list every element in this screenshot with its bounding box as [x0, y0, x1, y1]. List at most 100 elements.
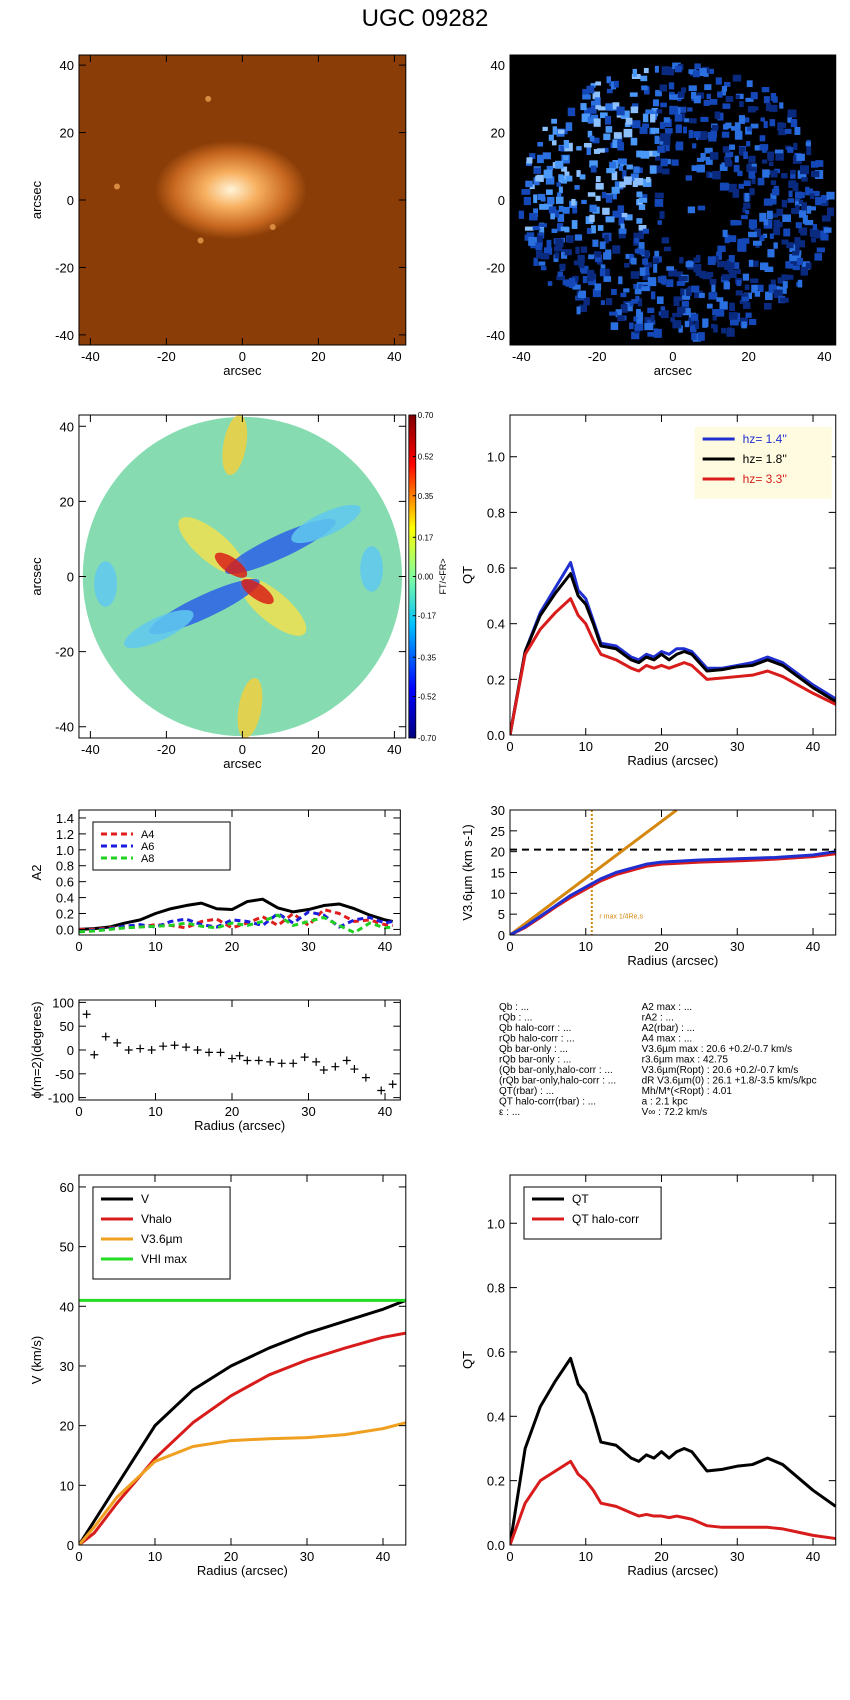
- image-pixel: [544, 203, 553, 210]
- image-pixel: [809, 228, 819, 238]
- image-pixel: [538, 261, 546, 266]
- image-pixel: [715, 77, 722, 85]
- image-pixel: [665, 128, 673, 134]
- image-pixel: [590, 100, 599, 109]
- image-pixel: [743, 151, 748, 160]
- image-pixel: [787, 147, 794, 153]
- figure-title: UGC 09282: [362, 5, 489, 32]
- y-tick-label: -20: [55, 260, 74, 275]
- image-pixel: [602, 147, 609, 153]
- image-pixel: [668, 269, 678, 277]
- image-pixel: [678, 325, 683, 333]
- image-pixel: [631, 120, 641, 129]
- y-tick-label: -100: [48, 1091, 74, 1106]
- image-pixel: [794, 191, 802, 199]
- image-pixel: [576, 306, 581, 315]
- image-pixel: [620, 223, 625, 231]
- image-pixel: [794, 126, 801, 135]
- image-pixel: [611, 288, 617, 295]
- axes-frame: [509, 809, 837, 936]
- image-pixel: [618, 228, 627, 234]
- image-pixel: [546, 165, 554, 171]
- image-pixel: [605, 216, 615, 223]
- image-pixel: [714, 111, 721, 119]
- image-pixel: [815, 196, 822, 206]
- image-pixel: [732, 189, 740, 198]
- image-pixel: [606, 76, 611, 84]
- map-feature: [241, 578, 274, 605]
- image-pixel: [537, 154, 544, 164]
- x-tick-label: 20: [311, 742, 325, 757]
- image-pixel: [792, 262, 800, 271]
- image-pixel: [518, 210, 524, 219]
- image-pixel: [616, 106, 625, 116]
- image-pixel: [641, 286, 650, 292]
- image-pixel: [811, 170, 820, 178]
- map-feature: [360, 546, 384, 592]
- image-pixel: [747, 106, 756, 113]
- image-pixel: [798, 227, 807, 234]
- image-pixel: [746, 141, 751, 147]
- image-pixel: [692, 70, 700, 78]
- image-pixel: [700, 152, 706, 161]
- image-pixel: [524, 226, 534, 231]
- image-pixel: [660, 275, 667, 285]
- image-pixel: [548, 134, 554, 141]
- image-pixel: [741, 321, 747, 329]
- image-pixel: [760, 262, 769, 271]
- panel: 0 10 20 30 40 0.0 0.2 0.4 0.6 0.8 1.0 Radius (arcse…: [460, 1174, 837, 1578]
- image-pixel: [623, 128, 633, 138]
- image-pixel: [721, 85, 728, 92]
- legend-label: Vhalo: [141, 1212, 172, 1226]
- image-pixel: [532, 225, 541, 231]
- parameter-text: QT halo-corr(rbar) : ...: [499, 1097, 596, 1108]
- y-tick-label: 1.4: [56, 811, 74, 826]
- image-pixel: [538, 223, 547, 228]
- image-pixel: [612, 102, 620, 110]
- series-line: [510, 560, 836, 735]
- image-pixel: [600, 112, 608, 119]
- image-pixel: [739, 101, 744, 107]
- image-pixel: [550, 210, 555, 220]
- image-pixel: [745, 209, 750, 215]
- image-pixel: [793, 142, 798, 151]
- image-pixel: [620, 304, 628, 313]
- image-pixel: [769, 119, 776, 127]
- image-pixel: [641, 85, 648, 91]
- colorbar-tick-label: -0.17: [418, 612, 437, 621]
- image-pixel: [779, 297, 789, 303]
- x-axis-label: Radius (arcsec): [627, 953, 718, 968]
- y-tick-label: 0: [67, 570, 74, 585]
- image-pixel: [748, 171, 756, 179]
- image-pixel: [586, 146, 592, 155]
- image-pixel: [706, 303, 713, 309]
- image-pixel: [670, 317, 676, 323]
- y-axis-label: QT: [460, 566, 475, 584]
- image-pixel: [772, 96, 778, 103]
- x-tick-label: 20: [225, 1104, 239, 1119]
- image-pixel: [563, 139, 569, 149]
- image-pixel: [612, 192, 617, 200]
- image-pixel: [526, 232, 535, 240]
- image-pixel: [630, 106, 639, 114]
- image-pixel: [719, 164, 728, 171]
- parameter-text: QT(rbar) : ...: [499, 1086, 554, 1097]
- image-pixel: [743, 202, 751, 209]
- image-pixel: [806, 205, 812, 214]
- panel: 0 10 20 30 40 0 10 20 30 40 50 60 Radius (arcsec) V (…: [29, 1174, 407, 1578]
- panel: r max 1/4Re,s 0 10 20 30 40 0 5 10 15 20 25 30 Radius…: [460, 803, 837, 968]
- image-pixel: [739, 147, 746, 156]
- image-pixel: [741, 293, 749, 301]
- y-tick-label: 10: [59, 1478, 73, 1493]
- image-pixel: [791, 208, 799, 215]
- image-pixel: [636, 150, 644, 158]
- image-pixel: [634, 238, 639, 244]
- image-pixel: [599, 241, 606, 250]
- series-line: [510, 1459, 836, 1545]
- image-pixel: [540, 253, 550, 260]
- image-pixel: [593, 118, 601, 127]
- image-pixel: [685, 261, 695, 268]
- image-pixel: [590, 105, 597, 114]
- image-pixel: [737, 242, 745, 252]
- y-tick-label: 20: [59, 494, 73, 509]
